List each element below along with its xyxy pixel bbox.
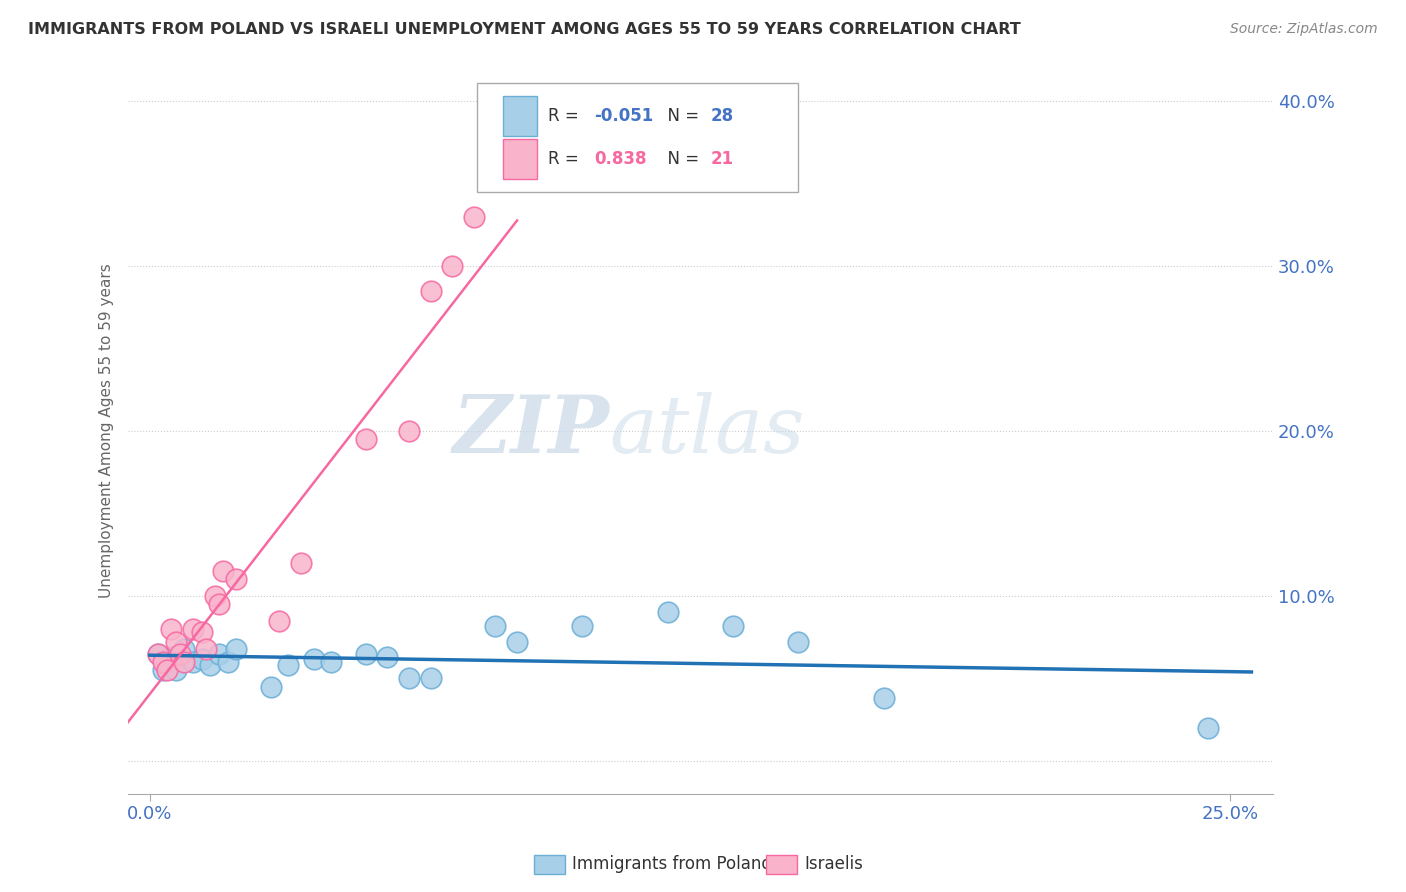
FancyBboxPatch shape bbox=[478, 83, 799, 192]
Point bbox=[225, 641, 247, 656]
Point bbox=[169, 647, 191, 661]
Point bbox=[160, 622, 183, 636]
Point bbox=[208, 647, 231, 661]
Point bbox=[152, 655, 174, 669]
Point bbox=[148, 647, 170, 661]
FancyBboxPatch shape bbox=[502, 139, 537, 179]
Point bbox=[441, 260, 464, 274]
Point bbox=[190, 625, 212, 640]
Point bbox=[354, 647, 377, 661]
Point bbox=[484, 618, 506, 632]
Text: N =: N = bbox=[657, 150, 704, 169]
Y-axis label: Unemployment Among Ages 55 to 59 years: Unemployment Among Ages 55 to 59 years bbox=[100, 264, 114, 599]
Text: atlas: atlas bbox=[609, 392, 804, 470]
Point bbox=[571, 618, 593, 632]
Text: Immigrants from Poland: Immigrants from Poland bbox=[572, 855, 772, 873]
Point bbox=[463, 210, 485, 224]
Point bbox=[195, 641, 218, 656]
Point bbox=[156, 655, 179, 669]
Point bbox=[173, 641, 195, 656]
Point bbox=[181, 655, 204, 669]
Point bbox=[419, 284, 441, 298]
Point bbox=[260, 680, 283, 694]
Point bbox=[190, 651, 212, 665]
Text: 28: 28 bbox=[711, 107, 734, 125]
Point bbox=[204, 589, 226, 603]
Point bbox=[290, 556, 312, 570]
Point bbox=[165, 635, 187, 649]
Point bbox=[873, 691, 896, 706]
Point bbox=[269, 614, 291, 628]
Point bbox=[277, 658, 299, 673]
Point bbox=[152, 663, 174, 677]
Text: 21: 21 bbox=[711, 150, 734, 169]
Point bbox=[160, 649, 183, 664]
Point bbox=[786, 635, 808, 649]
Point bbox=[225, 573, 247, 587]
Text: R =: R = bbox=[548, 107, 585, 125]
Point bbox=[321, 655, 343, 669]
Point bbox=[302, 651, 325, 665]
Point bbox=[173, 655, 195, 669]
Point bbox=[419, 671, 441, 685]
Point bbox=[148, 647, 170, 661]
Point bbox=[1197, 721, 1219, 735]
Point bbox=[354, 433, 377, 447]
Point bbox=[377, 649, 399, 664]
FancyBboxPatch shape bbox=[502, 95, 537, 136]
Point bbox=[200, 658, 222, 673]
Text: ZIP: ZIP bbox=[453, 392, 609, 470]
Text: -0.051: -0.051 bbox=[595, 107, 654, 125]
Point bbox=[217, 655, 239, 669]
Text: IMMIGRANTS FROM POLAND VS ISRAELI UNEMPLOYMENT AMONG AGES 55 TO 59 YEARS CORRELA: IMMIGRANTS FROM POLAND VS ISRAELI UNEMPL… bbox=[28, 22, 1021, 37]
Text: R =: R = bbox=[548, 150, 585, 169]
Text: N =: N = bbox=[657, 107, 704, 125]
Point bbox=[156, 663, 179, 677]
Point bbox=[212, 564, 235, 578]
Point bbox=[721, 618, 744, 632]
Point bbox=[165, 663, 187, 677]
Point bbox=[506, 635, 529, 649]
Point bbox=[657, 606, 679, 620]
Point bbox=[208, 597, 231, 611]
Text: Israelis: Israelis bbox=[804, 855, 863, 873]
Point bbox=[181, 622, 204, 636]
Point bbox=[398, 671, 420, 685]
Point bbox=[398, 424, 420, 438]
Text: Source: ZipAtlas.com: Source: ZipAtlas.com bbox=[1230, 22, 1378, 37]
Text: 0.838: 0.838 bbox=[595, 150, 647, 169]
